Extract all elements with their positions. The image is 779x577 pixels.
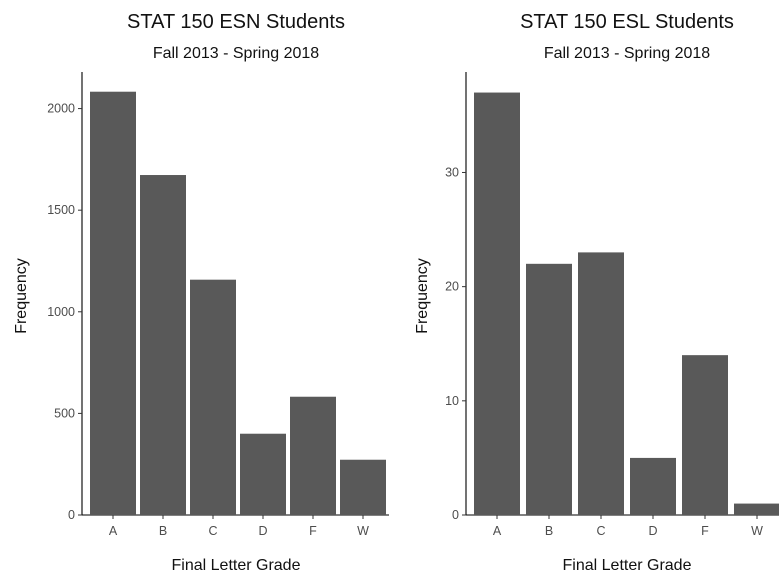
bar-esl-c: [578, 252, 624, 515]
x-tick-label-esl-d: D: [648, 524, 657, 538]
x-tick-label-esl-a: A: [493, 524, 502, 538]
x-axis-label-esl: Final Letter Grade: [563, 557, 692, 574]
chart-subtitle-esn: Fall 2013 - Spring 2018: [153, 45, 319, 62]
y-axis-label-esn: Frequency: [13, 258, 30, 334]
bar-esn-b: [140, 175, 186, 515]
chart-subtitle-esl: Fall 2013 - Spring 2018: [544, 45, 710, 62]
y-ticks-esl: 0 10 20 30: [445, 165, 466, 522]
x-tick-label-esl-c: C: [596, 524, 605, 538]
x-tick-label-esn-b: B: [159, 524, 167, 538]
bar-esn-f: [290, 396, 336, 515]
chart-title-esl: STAT 150 ESL Students: [520, 11, 734, 33]
y-tick-label-esl-20: 20: [445, 280, 459, 294]
x-tick-label-esl-b: B: [545, 524, 553, 538]
bar-esn-w: [340, 459, 386, 515]
bar-esl-w: [734, 503, 779, 515]
chart-title-esn: STAT 150 ESN Students: [127, 11, 345, 33]
x-tick-label-esn-f: F: [309, 524, 317, 538]
x-axis-label-esn: Final Letter Grade: [172, 557, 301, 574]
x-tick-label-esl-f: F: [701, 524, 709, 538]
chart-esl: STAT 150 ESL Students Fall 2013 - Spring…: [414, 11, 779, 574]
bar-esn-d: [240, 433, 286, 515]
x-tick-label-esl-w: W: [751, 524, 763, 538]
y-tick-label-esl-0: 0: [452, 508, 459, 522]
y-tick-label-esl-30: 30: [445, 165, 459, 179]
y-tick-label-esl-10: 10: [445, 394, 459, 408]
y-tick-label-esn-500: 500: [54, 406, 75, 420]
x-tick-label-esn-c: C: [208, 524, 217, 538]
bar-esl-d: [630, 457, 676, 515]
bar-esn-c: [190, 279, 236, 515]
y-tick-label-esn-0: 0: [68, 508, 75, 522]
bars-esl: [474, 92, 779, 515]
x-tick-label-esn-a: A: [109, 524, 118, 538]
bar-esl-a: [474, 92, 520, 515]
bar-esl-f: [682, 355, 728, 515]
y-tick-label-esn-1000: 1000: [47, 305, 75, 319]
x-tick-label-esn-d: D: [258, 524, 267, 538]
x-tick-label-esn-w: W: [357, 524, 369, 538]
y-axis-label-esl: Frequency: [414, 258, 431, 334]
bar-esn-a: [90, 91, 136, 515]
bar-esl-b: [526, 263, 572, 515]
y-tick-label-esn-1500: 1500: [47, 203, 75, 217]
y-ticks-esn: 0 500 1000 1500 2000: [47, 102, 82, 522]
bars-esn: [90, 91, 386, 515]
chart-esn: STAT 150 ESN Students Fall 2013 - Spring…: [13, 11, 389, 574]
y-tick-label-esn-2000: 2000: [47, 102, 75, 116]
